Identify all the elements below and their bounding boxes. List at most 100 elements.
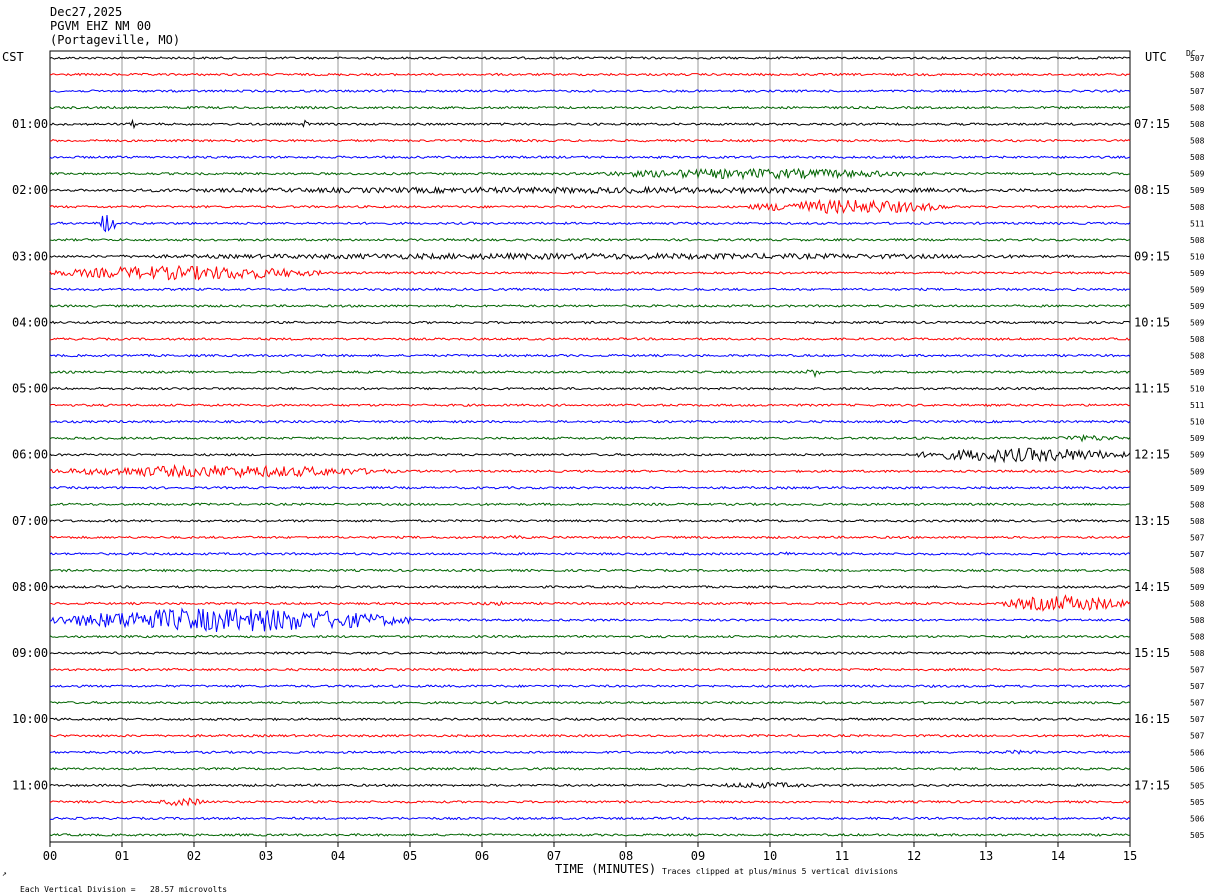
dc-offset-label: 510: [1190, 385, 1205, 394]
trace-row: [50, 700, 1131, 705]
trace-row: [49, 585, 1131, 589]
trace-row: [49, 568, 1131, 573]
dc-offset-label: 507: [1190, 666, 1205, 675]
dc-offset-label: 506: [1190, 814, 1205, 823]
x-tick-label: 03: [259, 849, 273, 863]
x-tick-label: 00: [43, 849, 57, 863]
x-tick-label: 07: [547, 849, 561, 863]
dc-offset-label: 509: [1190, 467, 1205, 476]
dc-offset-label: 508: [1190, 203, 1205, 212]
dc-offset-label: 505: [1190, 831, 1205, 840]
dc-offset-label: 509: [1190, 451, 1205, 460]
trace-row: [49, 749, 1131, 755]
left-hour-label: 10:00: [12, 712, 48, 726]
left-hour-label: 05:00: [12, 382, 48, 396]
trace-row: [49, 56, 1131, 60]
dc-offset-label: 507: [1190, 87, 1205, 96]
dc-offset-label: 508: [1190, 633, 1205, 642]
trace-row: [49, 237, 1131, 242]
trace-row: [49, 72, 1131, 77]
left-hour-label: 04:00: [12, 315, 48, 329]
dc-offset-label: 508: [1190, 153, 1205, 162]
x-tick-label: 08: [619, 849, 633, 863]
dc-offset-label: 511: [1190, 219, 1205, 228]
trace-row: [49, 534, 1131, 540]
dc-offset-label: 508: [1190, 616, 1205, 625]
x-tick-label: 11: [835, 849, 849, 863]
dc-offset-label: 511: [1190, 401, 1205, 410]
trace-row: [49, 353, 1131, 358]
left-hour-label: 07:00: [12, 514, 48, 528]
dc-offset-header: DC: [1186, 49, 1196, 58]
trace-row: [49, 797, 1131, 807]
dc-offset-label: 507: [1190, 732, 1205, 741]
dc-offset-label: 508: [1190, 104, 1205, 113]
trace-row: [49, 251, 1131, 261]
dc-offset-label: 509: [1190, 434, 1205, 443]
dc-offset-label: 508: [1190, 236, 1205, 245]
right-hour-label: 07:15: [1134, 117, 1170, 131]
trace-row: [49, 766, 1131, 771]
x-tick-label: 14: [1051, 849, 1065, 863]
dc-offset-label: 510: [1190, 418, 1205, 427]
dc-offset-label: 509: [1190, 583, 1205, 592]
trace-row: [49, 304, 1131, 308]
trace-row: [49, 502, 1131, 507]
right-hour-label: 09:15: [1134, 249, 1170, 263]
trace-row: [49, 138, 1131, 143]
dc-offset-label: 508: [1190, 335, 1205, 344]
trace-row: [49, 386, 1131, 391]
dc-offset-label: 509: [1190, 368, 1205, 377]
x-axis-title: TIME (MINUTES): [555, 862, 657, 876]
trace-row: [49, 155, 1131, 160]
dc-offset-label: 508: [1190, 566, 1205, 575]
footer-scale-note: ↗ Each Vertical Division = 28.57 microvo…: [2, 867, 227, 894]
trace-row: [49, 634, 1131, 639]
trace-row: [49, 518, 1131, 523]
x-tick-label: 12: [907, 849, 921, 863]
left-hour-label: 01:00: [12, 117, 48, 131]
right-hour-label: 16:15: [1134, 712, 1170, 726]
dc-offset-label: 508: [1190, 120, 1205, 129]
trace-row: [49, 485, 1131, 490]
right-hour-label: 13:15: [1134, 514, 1170, 528]
trace-row: [49, 118, 1131, 130]
right-hour-label: 12:15: [1134, 448, 1170, 462]
trace-row: [49, 733, 1131, 738]
trace-row: [49, 684, 1131, 689]
chart-station: PGVM EHZ NM 00: [50, 19, 152, 33]
trace-row: [49, 651, 1131, 656]
dc-offset-label: 508: [1190, 599, 1205, 608]
trace-row: [49, 198, 1131, 215]
right-hour-label: 08:15: [1134, 183, 1170, 197]
dc-offset-label: 508: [1190, 500, 1205, 509]
dc-offset-label: 507: [1190, 699, 1205, 708]
trace-row: [49, 215, 1131, 233]
dc-offset-label: 505: [1190, 781, 1205, 790]
dc-offset-label: 506: [1190, 748, 1205, 757]
x-tick-label: 02: [187, 849, 201, 863]
right-hour-label: 14:15: [1134, 580, 1170, 594]
trace-row: [49, 551, 1131, 556]
trace-row: [49, 320, 1131, 325]
dc-offset-label: 509: [1190, 285, 1205, 294]
left-hour-label: 02:00: [12, 183, 48, 197]
plot-frame: [49, 50, 1131, 843]
trace-row: [49, 781, 1131, 789]
x-tick-label: 15: [1123, 849, 1137, 863]
dc-offset-label: 509: [1190, 186, 1205, 195]
trace-row: [49, 185, 1131, 195]
dc-offset-label: 505: [1190, 798, 1205, 807]
left-hour-label: 09:00: [12, 646, 48, 660]
dc-offset-label: 507: [1190, 682, 1205, 691]
trace-row: [49, 369, 1131, 379]
left-hour-label: 11:00: [12, 778, 48, 792]
dc-offset-label: 508: [1190, 649, 1205, 658]
dc-offset-label: 507: [1190, 533, 1205, 542]
dc-offset-label: 509: [1190, 269, 1205, 278]
clip-note: Traces clipped at plus/minus 5 vertical …: [662, 867, 899, 876]
chart-location: (Portageville, MO): [50, 33, 181, 47]
trace-row: [49, 167, 1131, 181]
trace-row: [49, 816, 1131, 821]
x-tick-label: 13: [979, 849, 993, 863]
